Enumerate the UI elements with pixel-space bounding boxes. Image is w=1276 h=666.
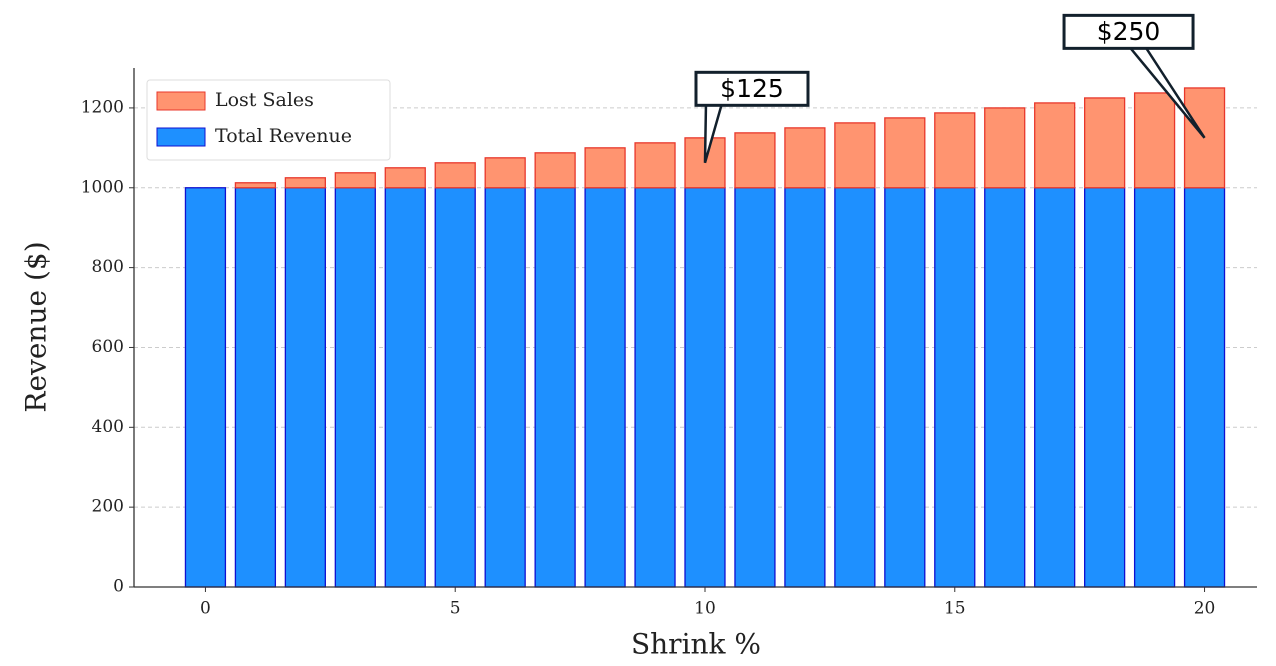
bar [1183, 187, 1226, 588]
bar [884, 117, 926, 189]
y-tick-label: 400 [92, 417, 124, 437]
bar [1133, 92, 1176, 189]
bar [334, 172, 376, 189]
bar [1034, 102, 1076, 189]
x-tick-label: 20 [1194, 599, 1216, 619]
bar [434, 187, 476, 588]
bar [634, 187, 676, 588]
bar [234, 182, 277, 189]
bar [484, 157, 526, 189]
bar [1034, 187, 1076, 588]
bar [534, 187, 576, 588]
bar [334, 187, 376, 588]
bar [834, 122, 876, 189]
bar [534, 152, 576, 189]
bar [934, 187, 976, 588]
x-tick-label: 15 [944, 599, 966, 619]
y-axis-label: Revenue ($) [20, 241, 53, 412]
bar [1133, 187, 1176, 588]
bar [234, 187, 277, 588]
y-tick-label: 1000 [81, 177, 124, 197]
bar [584, 147, 626, 189]
bar [384, 187, 426, 588]
bar [384, 167, 426, 189]
bar [634, 142, 676, 189]
bar [584, 187, 626, 588]
y-tick-label: 800 [92, 257, 124, 277]
bar [734, 132, 776, 189]
annotation-text: $125 [720, 74, 784, 103]
bar [484, 187, 526, 588]
bar [284, 187, 326, 588]
bar [284, 177, 326, 189]
y-tick-label: 0 [113, 577, 124, 597]
legend-box [146, 79, 391, 161]
bar [434, 162, 476, 189]
bar [884, 187, 926, 588]
bar [684, 187, 726, 588]
legend-label: Lost Sales [215, 89, 314, 111]
x-tick-label: 5 [450, 599, 461, 619]
annotation-text: $250 [1097, 17, 1161, 46]
bar [934, 112, 976, 189]
x-tick-label: 0 [200, 599, 211, 619]
bar [984, 107, 1026, 189]
y-tick-label: 1200 [81, 97, 124, 117]
bar [984, 187, 1026, 588]
y-tick-label: 200 [92, 497, 124, 517]
x-axis-label: Shrink % [631, 628, 761, 661]
y-tick-label: 600 [92, 337, 124, 357]
bar [184, 187, 227, 588]
annotation-box [1062, 13, 1195, 50]
legend-label: Total Revenue [215, 125, 352, 147]
bar [784, 127, 826, 189]
bar [784, 187, 826, 588]
x-tick-label: 10 [694, 599, 716, 619]
bar [1084, 97, 1126, 189]
legend-swatch [156, 127, 206, 147]
annotation-box [694, 70, 810, 107]
legend-swatch [156, 91, 206, 111]
bar [1084, 187, 1126, 588]
bar [734, 187, 776, 588]
bar [834, 187, 876, 588]
